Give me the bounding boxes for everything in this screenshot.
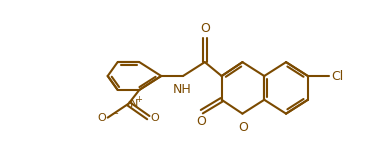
Text: NH: NH [173, 83, 191, 96]
Text: O: O [196, 115, 206, 128]
Text: O: O [150, 113, 159, 123]
Text: O: O [97, 113, 106, 123]
Text: Cl: Cl [332, 69, 344, 83]
Text: −: − [111, 109, 118, 118]
Text: +: + [135, 95, 142, 104]
Text: O: O [238, 121, 248, 134]
Text: O: O [200, 22, 210, 35]
Text: N: N [130, 99, 138, 109]
